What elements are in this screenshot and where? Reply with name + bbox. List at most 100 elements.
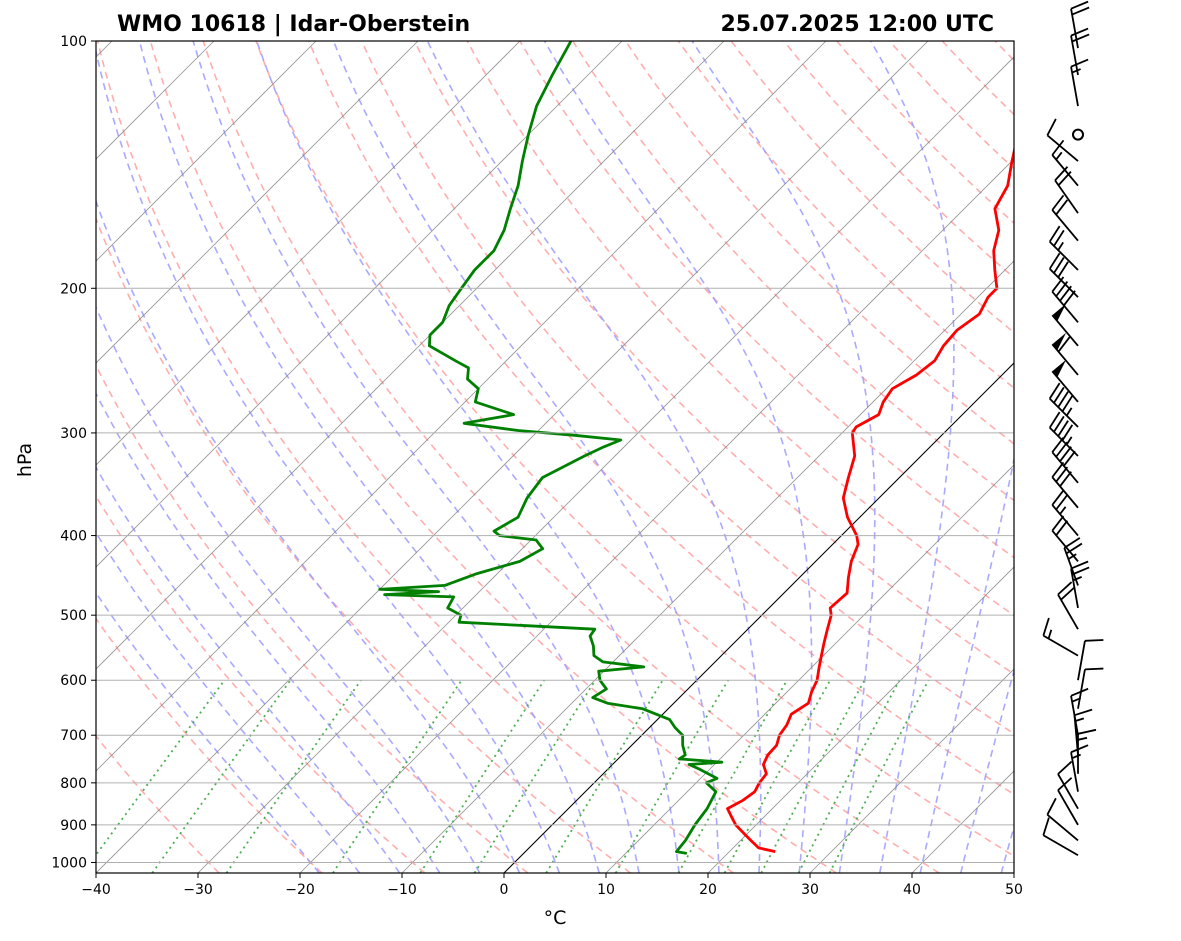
- barb-full: [1061, 424, 1074, 441]
- isotherm: [96, 41, 725, 670]
- moist-adiabat: [96, 305, 481, 873]
- barb-full: [1057, 261, 1069, 278]
- x-tick-label: 10: [597, 882, 615, 898]
- barb-staff: [1051, 370, 1079, 403]
- wind-barb: [1051, 489, 1079, 537]
- barb-half: [1067, 553, 1077, 560]
- barb-full: [1070, 0, 1089, 10]
- barb-full: [1070, 58, 1089, 68]
- barb-full: [1051, 276, 1065, 293]
- barb-full: [1055, 466, 1069, 483]
- barb-full: [1057, 420, 1069, 437]
- moist-adiabat: [869, 41, 955, 873]
- wind-barb: [1051, 194, 1079, 242]
- dry-adiabat: [360, 41, 1014, 735]
- wind-barb: [1051, 303, 1079, 347]
- mixing-ratio-line: [473, 679, 597, 873]
- barb-flag: [1052, 332, 1067, 351]
- wind-barbs: [1042, 0, 1104, 857]
- wind-barb: [1070, 58, 1089, 107]
- calm-circle: [1072, 128, 1084, 141]
- dry-adiabat: [255, 41, 1014, 857]
- wind-barb: [1051, 139, 1079, 187]
- dry-adiabat: [783, 41, 1014, 279]
- barb-full: [1055, 520, 1069, 536]
- wind-barb: [1042, 617, 1079, 657]
- plot-frame: [95, 40, 1015, 874]
- barb-staff: [1051, 291, 1079, 323]
- x-tick-label: 50: [1005, 882, 1023, 898]
- barb-full: [1070, 744, 1089, 754]
- temperature-profile: [726, 145, 1014, 853]
- x-axis: −40 −30 −20 −10 0 10 20 30 40 50: [81, 873, 1023, 898]
- dry-adiabat: [836, 41, 1014, 225]
- barb-half: [1074, 717, 1085, 723]
- barb-full: [1048, 382, 1061, 400]
- barb-flag: [1052, 303, 1067, 322]
- barb-full: [1060, 586, 1076, 601]
- x-tick-label: 20: [699, 882, 717, 898]
- barb-staff: [1051, 154, 1079, 187]
- barb-full: [1057, 336, 1071, 353]
- mixing-ratio-line: [419, 679, 545, 873]
- barb-full: [1057, 581, 1073, 596]
- barb-full: [1042, 617, 1050, 636]
- dry-adiabat: [730, 41, 1014, 334]
- y-tick-label: 1000: [51, 855, 87, 871]
- isotherm: [96, 41, 827, 772]
- barb-full: [1070, 687, 1089, 697]
- barb-staff: [1051, 504, 1079, 537]
- x-tick-label: −30: [183, 882, 213, 898]
- barb-full: [1053, 415, 1065, 433]
- wind-barb: [1042, 817, 1079, 857]
- isotherm: [96, 41, 929, 873]
- dry-adiabat: [677, 41, 1014, 390]
- wind-barb: [1051, 515, 1079, 562]
- isotherm: [96, 41, 521, 466]
- dry-adiabat: [96, 617, 323, 873]
- moist-adiabat: [96, 591, 320, 873]
- barb-full: [1061, 395, 1074, 412]
- barb-staff: [1042, 834, 1079, 857]
- dry-adiabat: [413, 41, 1014, 676]
- y-tick-label: 900: [60, 818, 87, 834]
- barb-staff: [1049, 427, 1079, 457]
- barb-full: [1059, 471, 1072, 487]
- x-tick-label: −20: [285, 882, 315, 898]
- barb-staff: [1070, 8, 1079, 49]
- barb-full: [1063, 537, 1081, 549]
- wind-barb: [1077, 728, 1097, 774]
- y-tick-label: 100: [60, 34, 87, 50]
- wind-barb: [1048, 252, 1079, 298]
- plot-area: [95, 40, 1181, 874]
- moist-adiabat: [96, 531, 361, 873]
- barb-half: [1077, 736, 1088, 741]
- dry-adiabat: [1101, 41, 1181, 873]
- dry-adiabat: [96, 216, 631, 873]
- mixing-ratio-line: [723, 679, 831, 873]
- isotherm: [605, 464, 1014, 873]
- barb-staff: [1049, 398, 1079, 428]
- barb-full: [1051, 139, 1065, 156]
- isotherm: [96, 41, 623, 568]
- y-tick-label: 200: [60, 281, 87, 297]
- barb-half: [1065, 407, 1073, 417]
- barb-staff: [1046, 134, 1079, 162]
- dry-adiabat: [149, 41, 837, 873]
- x-tick-label: 0: [500, 882, 509, 898]
- moist-adiabat: [1000, 823, 1014, 873]
- wind-barb: [1048, 411, 1079, 457]
- moist-adiabat: [96, 198, 521, 873]
- wind-barb: [1051, 461, 1079, 509]
- wind-barb: [1070, 744, 1089, 792]
- isotherm-zero: [503, 362, 1014, 873]
- wind-barb: [1072, 128, 1084, 141]
- barb-full: [1071, 6, 1090, 16]
- plot-clip-group: [96, 41, 1181, 873]
- wind-barb: [1057, 581, 1079, 630]
- wind-barb: [1070, 0, 1090, 49]
- barb-staff: [1051, 451, 1079, 484]
- mixing-ratio-line: [151, 679, 292, 873]
- barb-full: [1074, 708, 1093, 717]
